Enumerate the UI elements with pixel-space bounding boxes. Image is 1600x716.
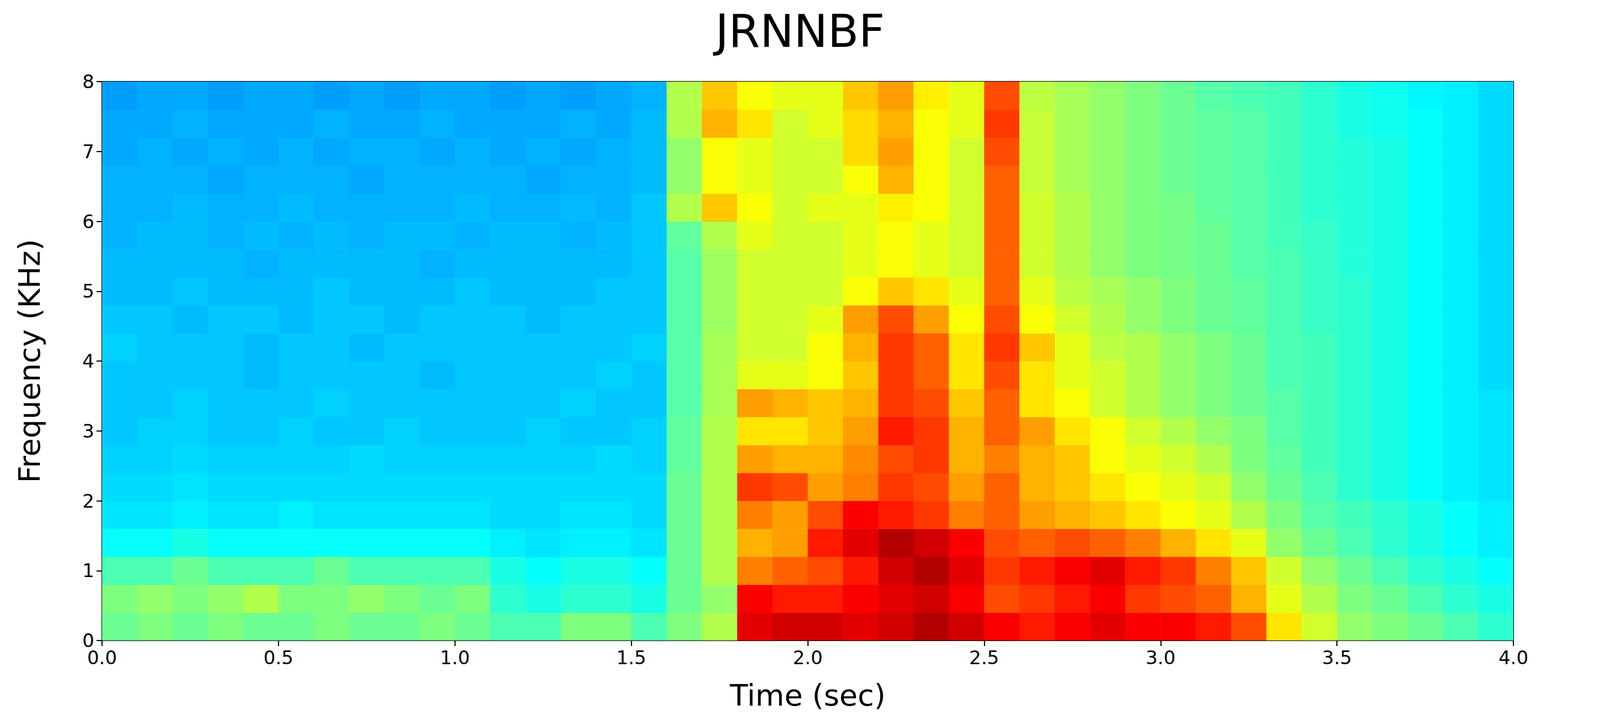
svg-text:0.5: 0.5: [263, 646, 294, 670]
svg-text:7: 7: [82, 140, 95, 163]
svg-text:8: 8: [82, 70, 95, 93]
svg-text:2.5: 2.5: [969, 646, 999, 670]
svg-text:Time (sec): Time (sec): [729, 678, 886, 714]
svg-text:4.0: 4.0: [1498, 646, 1529, 670]
svg-text:5: 5: [82, 280, 95, 303]
svg-text:4: 4: [82, 350, 95, 373]
svg-text:3: 3: [82, 420, 95, 443]
svg-text:2.0: 2.0: [792, 646, 823, 670]
svg-text:JRNNBF: JRNNBF: [712, 4, 885, 58]
svg-text:1.0: 1.0: [440, 646, 470, 670]
svg-text:6: 6: [82, 210, 95, 233]
svg-text:0: 0: [82, 629, 95, 652]
svg-text:2: 2: [82, 490, 95, 513]
svg-text:3.0: 3.0: [1145, 646, 1176, 670]
svg-text:Frequency (KHz): Frequency (KHz): [12, 239, 47, 484]
svg-text:3.5: 3.5: [1322, 646, 1352, 670]
svg-text:1: 1: [82, 559, 95, 582]
svg-text:0.0: 0.0: [87, 646, 117, 670]
svg-text:1.5: 1.5: [616, 646, 647, 670]
